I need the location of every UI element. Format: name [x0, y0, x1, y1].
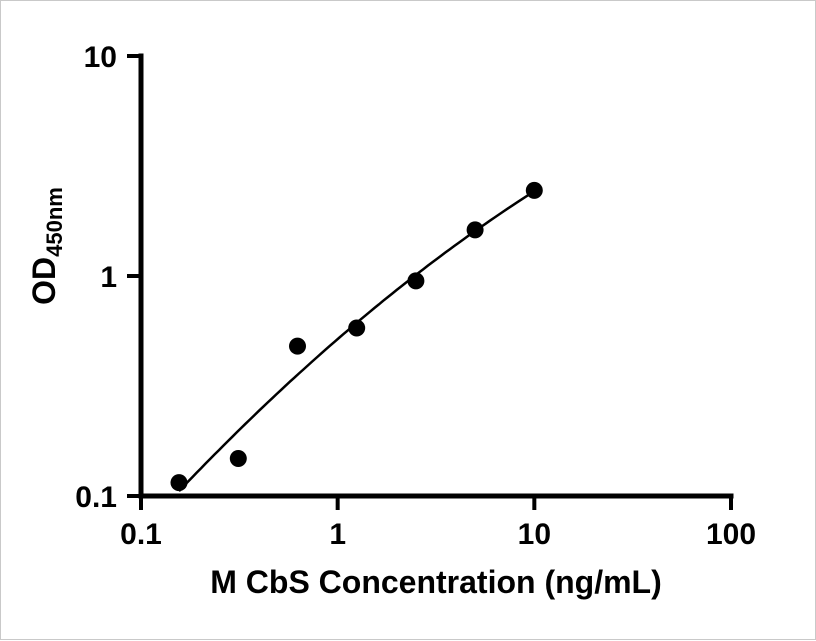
y-axis-title-main: OD — [26, 257, 62, 305]
y-tick-label: 10 — [84, 41, 117, 74]
y-tick-label: 0.1 — [75, 481, 117, 514]
x-tick-label: 0.1 — [120, 518, 162, 551]
y-tick-label: 1 — [100, 261, 117, 294]
data-point — [407, 272, 425, 290]
x-tick-label: 1 — [329, 518, 346, 551]
data-point — [289, 337, 306, 355]
y-axis-title: OD450nm — [26, 187, 67, 305]
data-point — [466, 221, 484, 239]
y-axis-title-sub: 450nm — [42, 187, 67, 257]
x-tick-label: 100 — [706, 518, 756, 551]
x-axis-title: M CbS Concentration (ng/mL) — [210, 564, 662, 600]
data-point — [229, 450, 247, 467]
plot-area: 0.1 1 10 100 0.1 1 10 — [75, 41, 756, 551]
data-point — [170, 474, 188, 492]
data-point — [525, 181, 543, 199]
data-point — [348, 319, 366, 337]
axes — [138, 53, 734, 499]
x-tick-label: 10 — [518, 518, 551, 551]
fit-curve — [178, 190, 535, 492]
